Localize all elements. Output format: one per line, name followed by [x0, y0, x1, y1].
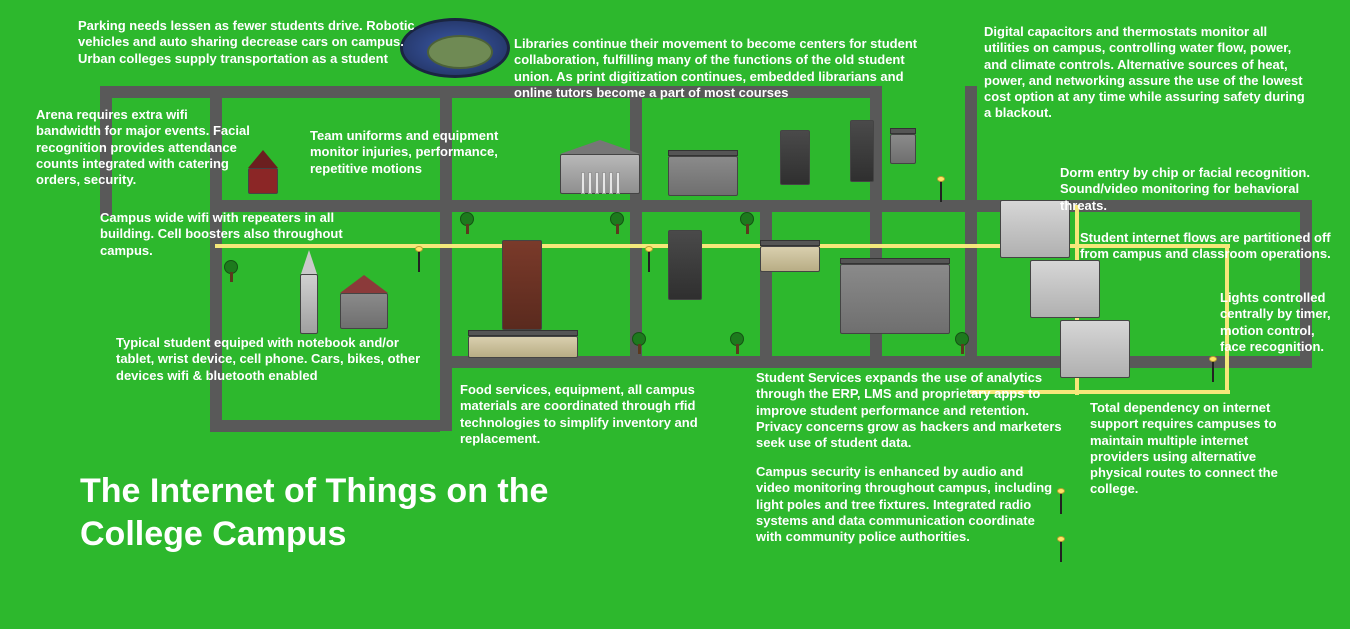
tree-icon [632, 332, 646, 354]
caption-services: Student Services expands the use of anal… [756, 370, 1066, 451]
road-segment [210, 420, 440, 432]
caption-utilities: Digital capacitors and thermostats monit… [984, 24, 1314, 122]
tree-icon [224, 260, 238, 282]
tree-icon [610, 212, 624, 234]
lamp-icon [936, 180, 946, 206]
building-brick-tower [668, 230, 702, 300]
building-dorm-3 [1060, 320, 1130, 378]
caption-arena: Arena requires extra wifi bandwidth for … [36, 107, 251, 188]
building-pavilion [760, 240, 820, 272]
caption-dormentry: Dorm entry by chip or facial recognition… [1060, 165, 1340, 214]
caption-libraries: Libraries continue their movement to bec… [514, 36, 944, 101]
building-dorm-2 [1030, 260, 1100, 318]
lamp-icon [414, 250, 424, 276]
tree-icon [740, 212, 754, 234]
lamp-icon [644, 250, 654, 276]
tree-icon [460, 212, 474, 234]
building-chapel [780, 130, 810, 185]
road-segment [965, 86, 977, 368]
building-library [560, 140, 640, 194]
building-red-tower [502, 240, 542, 330]
lamp-icon [1056, 540, 1066, 566]
caption-security: Campus security is enhanced by audio and… [756, 464, 1056, 545]
building-spire [300, 250, 318, 334]
road-segment [760, 200, 772, 368]
road-segment [630, 86, 642, 366]
lamp-icon [1056, 492, 1066, 518]
lamp-icon [1208, 360, 1218, 386]
page-title: The Internet of Things on the College Ca… [80, 470, 640, 555]
building-diner [468, 330, 578, 358]
building-admin [840, 258, 950, 334]
tree-icon [955, 332, 969, 354]
caption-partition: Student internet flows are partitioned o… [1080, 230, 1340, 263]
caption-uniforms: Team uniforms and equipment monitor inju… [310, 128, 500, 177]
caption-parking: Parking needs lessen as fewer students d… [78, 18, 418, 67]
caption-rfid: Food services, equipment, all campus mat… [460, 382, 730, 447]
tree-icon [730, 332, 744, 354]
building-mill [890, 128, 916, 164]
building-cottage [340, 275, 388, 329]
caption-wifi: Campus wide wifi with repeaters in all b… [100, 210, 350, 259]
building-hall-1 [668, 150, 738, 196]
caption-lights: Lights controlled centrally by timer, mo… [1220, 290, 1340, 355]
caption-studenteq: Typical student equiped with notebook an… [116, 335, 426, 384]
building-barn [248, 150, 278, 194]
building-tower-dark [850, 120, 874, 182]
caption-dependency: Total dependency on internet support req… [1090, 400, 1300, 498]
